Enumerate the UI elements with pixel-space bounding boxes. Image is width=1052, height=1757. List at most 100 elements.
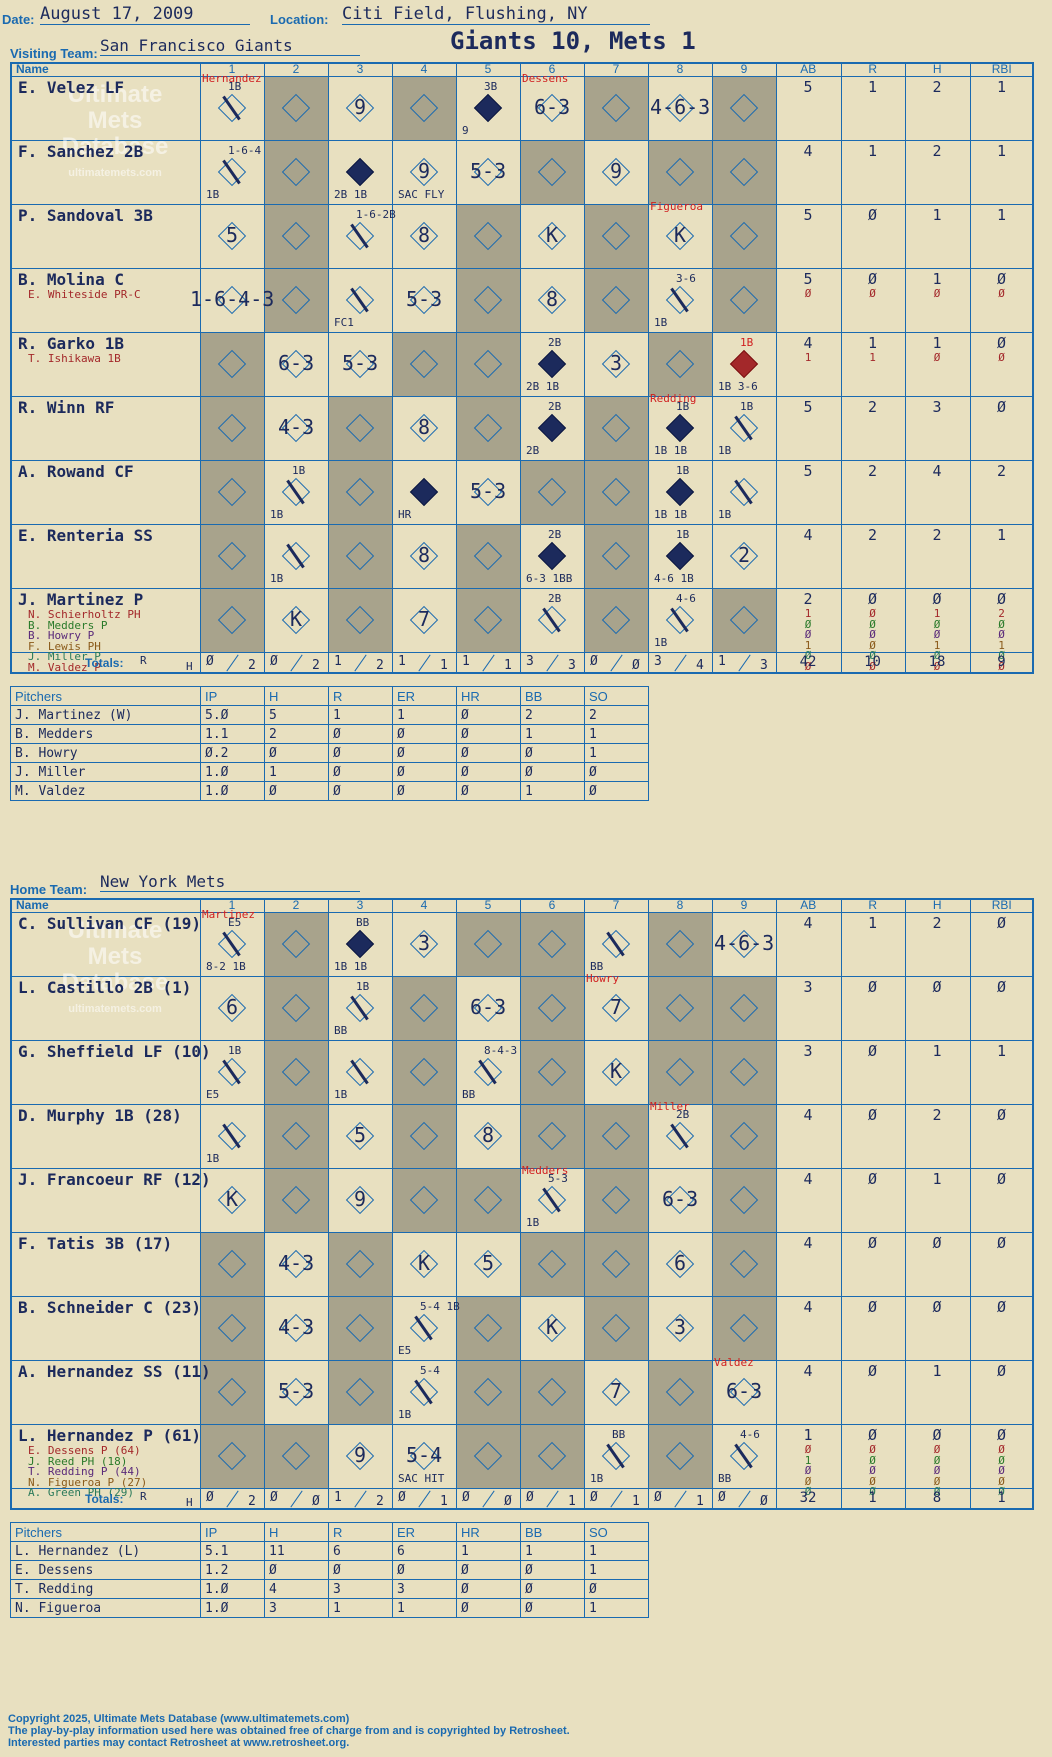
substitute-stat: Ø (869, 1464, 876, 1477)
play-detail-bottom: 6-3 1BB (526, 572, 573, 585)
inning-cell-shade (456, 588, 520, 652)
column-divider (328, 898, 329, 1510)
substitute-stat: Ø (869, 1485, 876, 1498)
substitute-stat: Ø (998, 1464, 1005, 1477)
pitcher-stat: 1 (584, 1598, 649, 1618)
batter-stat-h: 1 (932, 206, 942, 224)
inning-cell-shade (712, 1168, 776, 1232)
inning-cell-shade (264, 912, 328, 976)
batter-stat-ab: 5 (803, 206, 813, 224)
play-detail-bottom: 1B 1B (654, 444, 688, 457)
play-detail-top: 3-6 (676, 272, 696, 285)
play-detail-bottom: 9 (462, 124, 469, 137)
inning-cell-shade (392, 1040, 456, 1104)
batter-stat-rbi: Ø (996, 1170, 1007, 1188)
substitute-stat: Ø (998, 617, 1005, 631)
stat-header-ab: AB (800, 62, 817, 76)
play-detail-top: BB (612, 1428, 626, 1441)
totals-label: Totals: (85, 1492, 124, 1506)
substitute-stat: 1 (804, 1453, 812, 1467)
row-divider (10, 332, 1034, 333)
inning-cell-shade (200, 332, 264, 396)
substitute-stat: Ø (869, 628, 876, 641)
play-notation: 6-3 (278, 351, 315, 375)
batter-stat-ab: 4 (803, 526, 813, 544)
play-notation: 8 (418, 543, 431, 567)
pitcher-stat: 5 (264, 705, 329, 725)
play-detail-bottom: 1B (718, 508, 732, 521)
inning-cell-shade (648, 140, 712, 204)
play-detail-bottom: 1B (718, 444, 732, 457)
batter-stat-h: 2 (932, 142, 942, 160)
play-notation: K (546, 223, 559, 247)
batter-stat-h: 1 (932, 1362, 942, 1380)
batter-stat-rbi: 1 (996, 142, 1007, 160)
play-detail-bottom: 2B (526, 444, 540, 457)
watermark-line: ultimatemets.com (68, 1003, 162, 1015)
row-divider (10, 76, 1034, 77)
pitching-change-label: Figueroa (650, 200, 703, 213)
inning-cell-shade (584, 396, 648, 460)
substitute-stat: 1 (869, 351, 876, 364)
play-detail-top: 1-6-2B (356, 208, 396, 221)
scorecard-grid (10, 62, 1034, 674)
play-detail-top: 5-4 (420, 1364, 440, 1377)
inning-cell-shade (712, 204, 776, 268)
pitcher-stat: 3 (392, 1579, 457, 1599)
play-notation: K (418, 1251, 431, 1275)
column-divider (392, 898, 393, 1510)
play-detail-bottom: 1B 1B (654, 508, 688, 521)
substitute-stat: Ø (869, 617, 876, 631)
batter-name: J. Francoeur RF (12) (18, 1170, 211, 1189)
inning-cell-shade (648, 1424, 712, 1488)
batter-stat-rbi: Ø (996, 270, 1007, 288)
pitcher-name: L. Hernandez (L) (10, 1541, 201, 1561)
row-divider (10, 140, 1034, 141)
column-divider (584, 62, 585, 674)
substitute-name: A. Green PH (29) (28, 1486, 134, 1499)
inning-cell-shade (584, 1168, 648, 1232)
inning-cell-shade (520, 1232, 584, 1296)
play-detail-top: 1B (228, 80, 242, 93)
column-divider (584, 898, 585, 1510)
substitute-name: B. Medders P (28, 618, 108, 632)
column-divider (840, 898, 842, 1510)
pitcher-stat: Ø (328, 781, 393, 801)
substitute-stat: Ø (804, 617, 812, 631)
inning-runs-total: Ø (462, 1490, 470, 1505)
pitcher-col-header: SO (584, 686, 649, 706)
substitute-stat: 1 (933, 607, 941, 620)
pitcher-name: B. Howry (10, 743, 201, 763)
play-detail-bottom: 1B (398, 1408, 412, 1421)
substitute-stat: Ø (933, 659, 941, 673)
play-detail-bottom: BB (590, 960, 604, 973)
inning-cell-shade (200, 524, 264, 588)
substitute-stat: Ø (804, 1474, 812, 1488)
pitcher-stat: 1.Ø (200, 762, 265, 782)
inning-cell-shade (392, 332, 456, 396)
inning-runs-total: Ø (718, 1490, 726, 1505)
pitcher-stat: 1.Ø (200, 1579, 265, 1599)
substitute-stat: Ø (933, 617, 941, 631)
inning-cell-shade (520, 976, 584, 1040)
play-detail-top: 2B (548, 592, 562, 605)
footer-line-2: The play-by-play information used here w… (8, 1725, 570, 1737)
play-notation: 9 (354, 1187, 367, 1211)
inning-hits-total: Ø (760, 1494, 768, 1509)
pitcher-stat: 6 (392, 1541, 457, 1561)
inning-cell-shade (712, 1296, 776, 1360)
pitcher-col-header: IP (200, 1522, 265, 1542)
pitcher-stat: Ø (456, 724, 521, 744)
batter-name: A. Rowand CF (18, 462, 134, 481)
batter-stat-h: 1 (932, 1042, 942, 1060)
play-detail-top: 1B (676, 464, 690, 477)
substitute-name: N. Figueroa P (27) (28, 1475, 148, 1489)
play-notation: 8 (482, 1123, 495, 1147)
play-detail-top: 1B (740, 400, 754, 413)
substitute-stat: Ø (804, 649, 812, 662)
substitute-name: N. Schierholtz PH (28, 608, 141, 621)
play-notation: 5-4 (406, 1443, 443, 1467)
inning-runs-total: Ø (654, 1490, 662, 1505)
inning-hits-total: 2 (376, 658, 384, 673)
substitute-stat: Ø (933, 1443, 941, 1456)
